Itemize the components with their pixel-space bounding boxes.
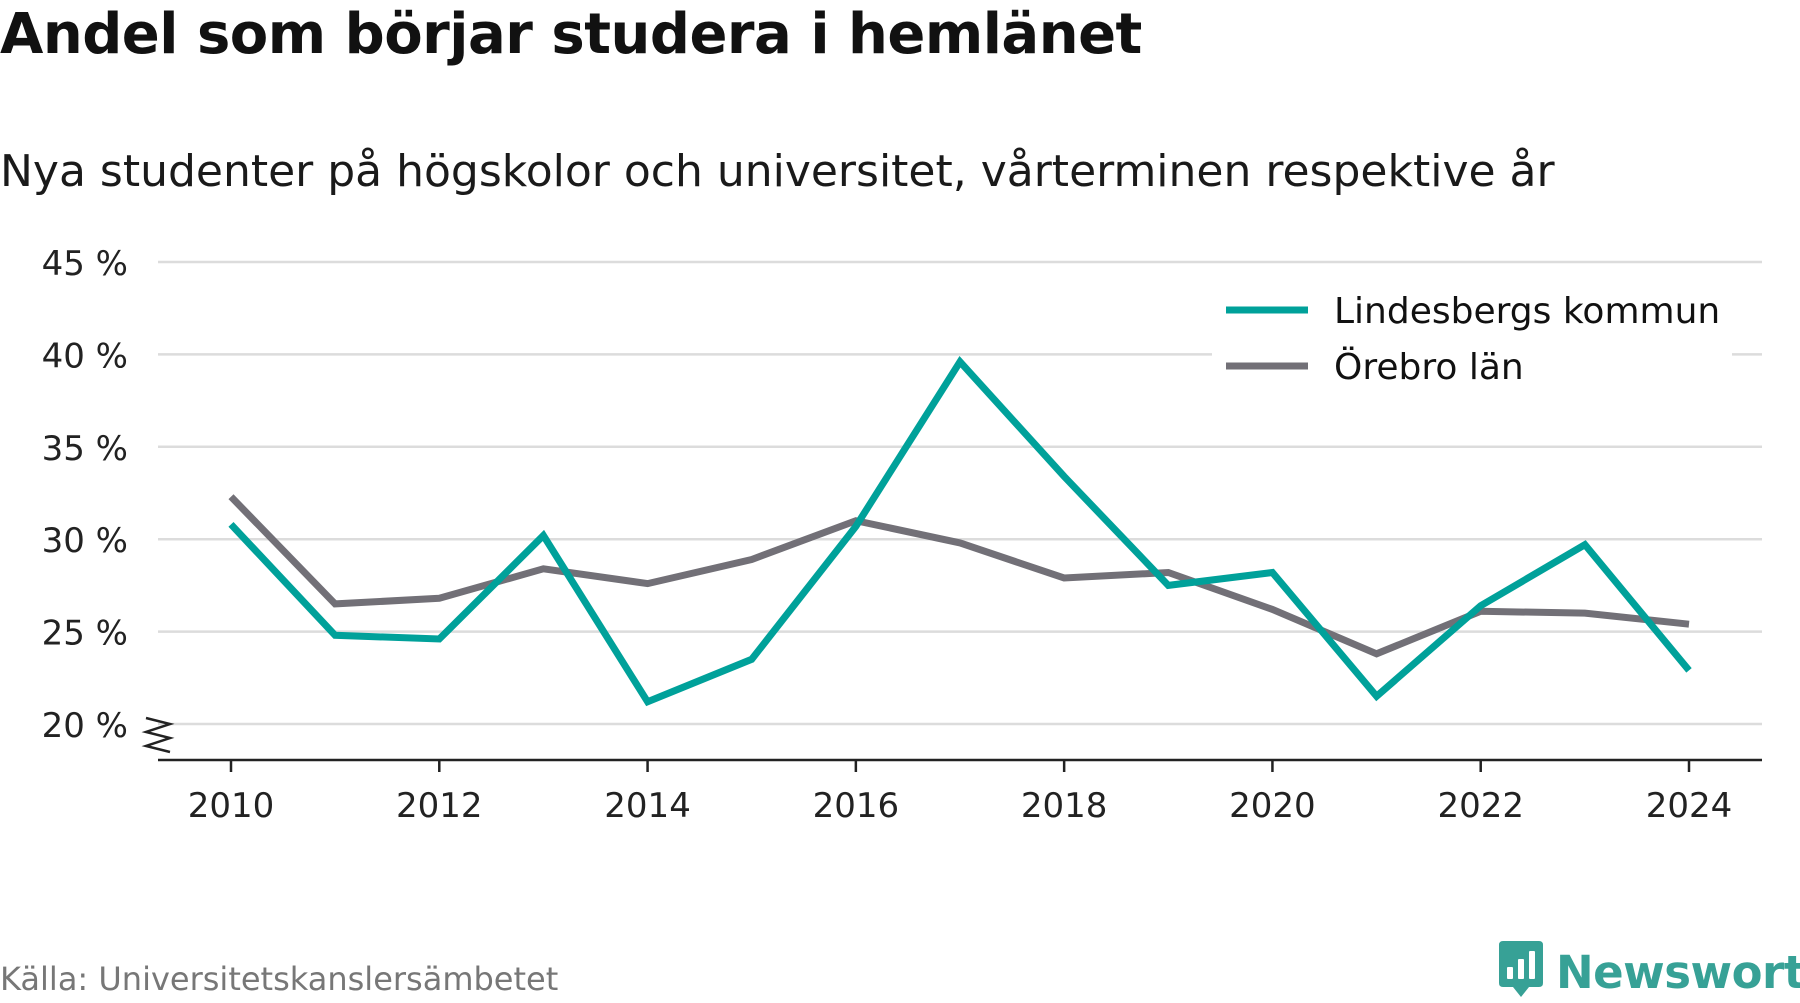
chart-title: Andel som börjar studera i hemlänet (0, 2, 1142, 67)
gridlines (158, 260, 1762, 726)
legend-label: Örebro län (1334, 346, 1524, 388)
legend: Lindesbergs kommun Örebro län (1212, 282, 1732, 392)
legend-background (1212, 282, 1732, 392)
brand-name: Newsworthy (1556, 945, 1800, 999)
chart-subtitle: Nya studenter på högskolor och universit… (0, 146, 1555, 197)
series-line (228, 494, 1690, 658)
axis-break-icon (141, 716, 175, 754)
y-tick-label: 35 % (42, 429, 128, 469)
x-tick-label: 2020 (1229, 786, 1316, 826)
legend-label: Lindesbergs kommun (1334, 291, 1720, 332)
y-tick-label: 45 % (42, 244, 128, 284)
series-örebro-län (228, 494, 1690, 658)
y-tick-label: 40 % (42, 336, 128, 376)
source-note: Källa: Universitetskanslersämbetet (0, 960, 559, 998)
x-tick-label: 2012 (396, 786, 483, 826)
brand-logo[interactable]: Newsworthy (1496, 941, 1800, 1003)
x-tick-label: 2022 (1437, 786, 1524, 826)
x-tick-label: 2010 (188, 786, 275, 826)
x-tick-label: 2018 (1021, 786, 1108, 826)
series-lindesbergs-kommun (228, 356, 1692, 707)
x-tick-label: 2014 (604, 786, 691, 826)
series-line (228, 356, 1692, 707)
x-tick-label: 2016 (813, 786, 900, 826)
series-lines (228, 356, 1692, 707)
x-tick-label: 2024 (1646, 786, 1733, 826)
newsworthy-logo-icon (1496, 941, 1546, 1003)
y-tick-label: 25 % (42, 614, 128, 654)
y-tick-label: 30 % (42, 521, 128, 561)
axes: 20 % 25 % 30 % 35 % 40 % 45 % 2010 2012 2014 2016… (42, 244, 1762, 826)
y-tick-label: 20 % (42, 706, 128, 746)
